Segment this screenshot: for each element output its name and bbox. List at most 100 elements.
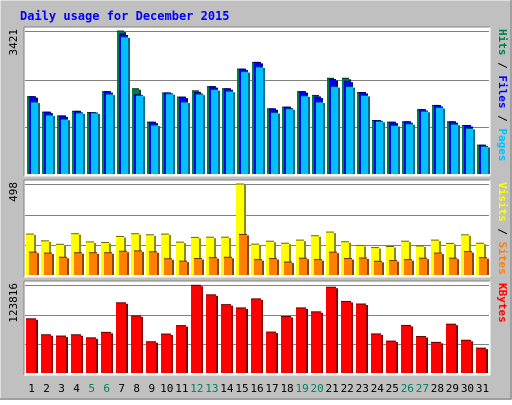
x-tick-label: 26: [401, 382, 414, 395]
bar-kbytes-kbytes-14-shade: [231, 305, 233, 373]
bar-kbytes-kbytes-4-shade: [81, 335, 83, 373]
y-max-label-usage: 3421: [7, 29, 20, 56]
bar-kbytes-kbytes-13: [206, 294, 218, 373]
x-tick-label: 12: [190, 382, 203, 395]
bar-usage-pages-28-face: [436, 107, 443, 174]
bar-kbytes-kbytes-3: [56, 335, 68, 373]
bar-visits-visits-13: [206, 236, 216, 275]
bar-usage-pages-18: [286, 108, 295, 174]
bar-usage-pages-14-shade: [233, 92, 235, 174]
bar-kbytes-kbytes-19-face: [296, 307, 306, 373]
bar-kbytes-kbytes-9-shade: [156, 342, 158, 373]
bar-visits-visits-18: [281, 242, 291, 275]
bar-usage-pages-3: [61, 118, 70, 174]
bar-kbytes-kbytes-12-shade: [201, 286, 203, 373]
bar-usage-pages-27-face: [421, 111, 428, 174]
bar-usage-pages-7-shade: [128, 37, 130, 174]
bar-kbytes-kbytes-7-face: [116, 302, 126, 373]
bar-usage-pages-14: [226, 90, 235, 174]
bar-visits-sites-18-face: [284, 262, 292, 275]
bar-visits-visits-15-face: [236, 184, 244, 275]
bar-usage-pages-10: [166, 93, 175, 174]
bar-visits-visits-26: [401, 240, 411, 275]
bar-visits-sites-22-shade: [352, 259, 354, 275]
bar-usage-pages-9-face: [151, 125, 158, 174]
bar-kbytes-kbytes-13-face: [206, 294, 216, 373]
bar-visits-sites-26-shade: [412, 260, 414, 275]
bar-visits-sites-22-face: [344, 258, 352, 275]
x-tick-label: 30: [461, 382, 474, 395]
bar-visits-sites-9-face: [149, 251, 157, 275]
x-tick-label: 9: [148, 382, 155, 395]
bar-usage-pages-21-shade: [338, 87, 340, 174]
bar-visits-sites-6-shade: [112, 253, 114, 275]
bar-kbytes-kbytes-28: [431, 341, 443, 373]
bar-usage-pages-14-face: [226, 91, 233, 174]
panel-kbytes: 123816 KBytes: [7, 280, 509, 376]
bar-kbytes-kbytes-5-shade: [96, 338, 98, 373]
bar-visits-sites-10-shade: [172, 259, 174, 275]
bar-visits-sites-11: [179, 260, 189, 275]
bar-usage-pages-23-shade: [368, 96, 370, 174]
bar-usage-pages-23: [361, 94, 370, 174]
bar-kbytes-kbytes-17-face: [266, 332, 276, 373]
x-tick-label: 4: [73, 382, 80, 395]
bar-usage-pages-8-face: [136, 95, 143, 174]
bar-kbytes-kbytes-25-shade: [396, 342, 398, 373]
bar-kbytes-kbytes-23-shade: [366, 304, 368, 373]
bar-visits-sites-21-face: [329, 252, 337, 275]
bar-usage-pages-16-face: [256, 66, 263, 174]
bar-usage-pages-25-face: [391, 125, 398, 174]
x-tick-label: 5: [88, 382, 95, 395]
bar-visits-visits-11-shade: [184, 243, 186, 275]
bar-kbytes-kbytes-15-face: [236, 307, 246, 373]
bar-visits-visits-13-face: [206, 237, 214, 275]
bar-visits-visits-13-shade: [214, 238, 216, 275]
bar-usage-pages-31-face: [481, 146, 488, 174]
bar-visits-sites-27: [419, 257, 429, 275]
x-tick-label: 22: [341, 382, 354, 395]
x-tick-label: 20: [311, 382, 324, 395]
bar-kbytes-kbytes-5: [86, 337, 98, 373]
bar-visits-sites-13-shade: [217, 258, 219, 275]
x-tick-label: 6: [103, 382, 110, 395]
bar-kbytes-kbytes-20: [311, 311, 323, 373]
bar-usage-pages-8-shade: [143, 96, 145, 174]
legend-item-usage-3: /: [496, 109, 509, 129]
bar-usage-pages-15: [241, 71, 250, 174]
bar-visits-visits-15: [236, 183, 246, 275]
bar-kbytes-kbytes-30-face: [461, 340, 471, 373]
bar-usage-pages-5: [91, 112, 100, 174]
bar-usage-pages-7: [121, 36, 130, 174]
bar-kbytes-kbytes-26-shade: [411, 326, 413, 373]
bar-usage-pages-5-shade: [98, 113, 100, 174]
bar-visits-sites-17: [269, 258, 279, 275]
bar-kbytes-kbytes-31-shade: [486, 349, 488, 373]
bar-kbytes-kbytes-22-face: [341, 301, 351, 373]
bar-kbytes-kbytes-3-shade: [66, 337, 68, 373]
bar-usage-pages-27-shade: [428, 112, 430, 174]
bar-visits-sites-5-shade: [97, 253, 99, 275]
bar-usage-pages-19-face: [301, 95, 308, 174]
chart-panels: 3421 Hits / Files / Pages 498 Visits / Site…: [7, 26, 509, 376]
bar-visits-sites-5: [89, 252, 99, 275]
bar-visits-sites-5-face: [89, 252, 97, 275]
bar-visits-sites-19: [299, 257, 309, 275]
bar-kbytes-kbytes-21: [326, 286, 338, 373]
bar-usage-pages-18-shade: [293, 109, 295, 174]
bar-usage-pages-1: [31, 101, 40, 174]
legend-kbytes: KBytes: [496, 283, 509, 323]
bar-usage-pages-20: [316, 101, 325, 174]
bar-usage-pages-11-shade: [188, 103, 190, 174]
bar-kbytes-kbytes-17-shade: [276, 333, 278, 373]
bar-kbytes-kbytes-31: [476, 347, 488, 373]
bar-visits-visits-20: [311, 235, 321, 275]
bar-visits-sites-31: [479, 257, 489, 275]
bar-usage-pages-5-face: [91, 112, 98, 174]
x-tick-label: 8: [133, 382, 140, 395]
bar-kbytes-kbytes-2-face: [41, 334, 51, 373]
bar-visits-sites-4: [74, 252, 84, 275]
bar-usage-pages-4-face: [76, 112, 83, 174]
legend-visits: Visits / Sites: [496, 182, 509, 275]
